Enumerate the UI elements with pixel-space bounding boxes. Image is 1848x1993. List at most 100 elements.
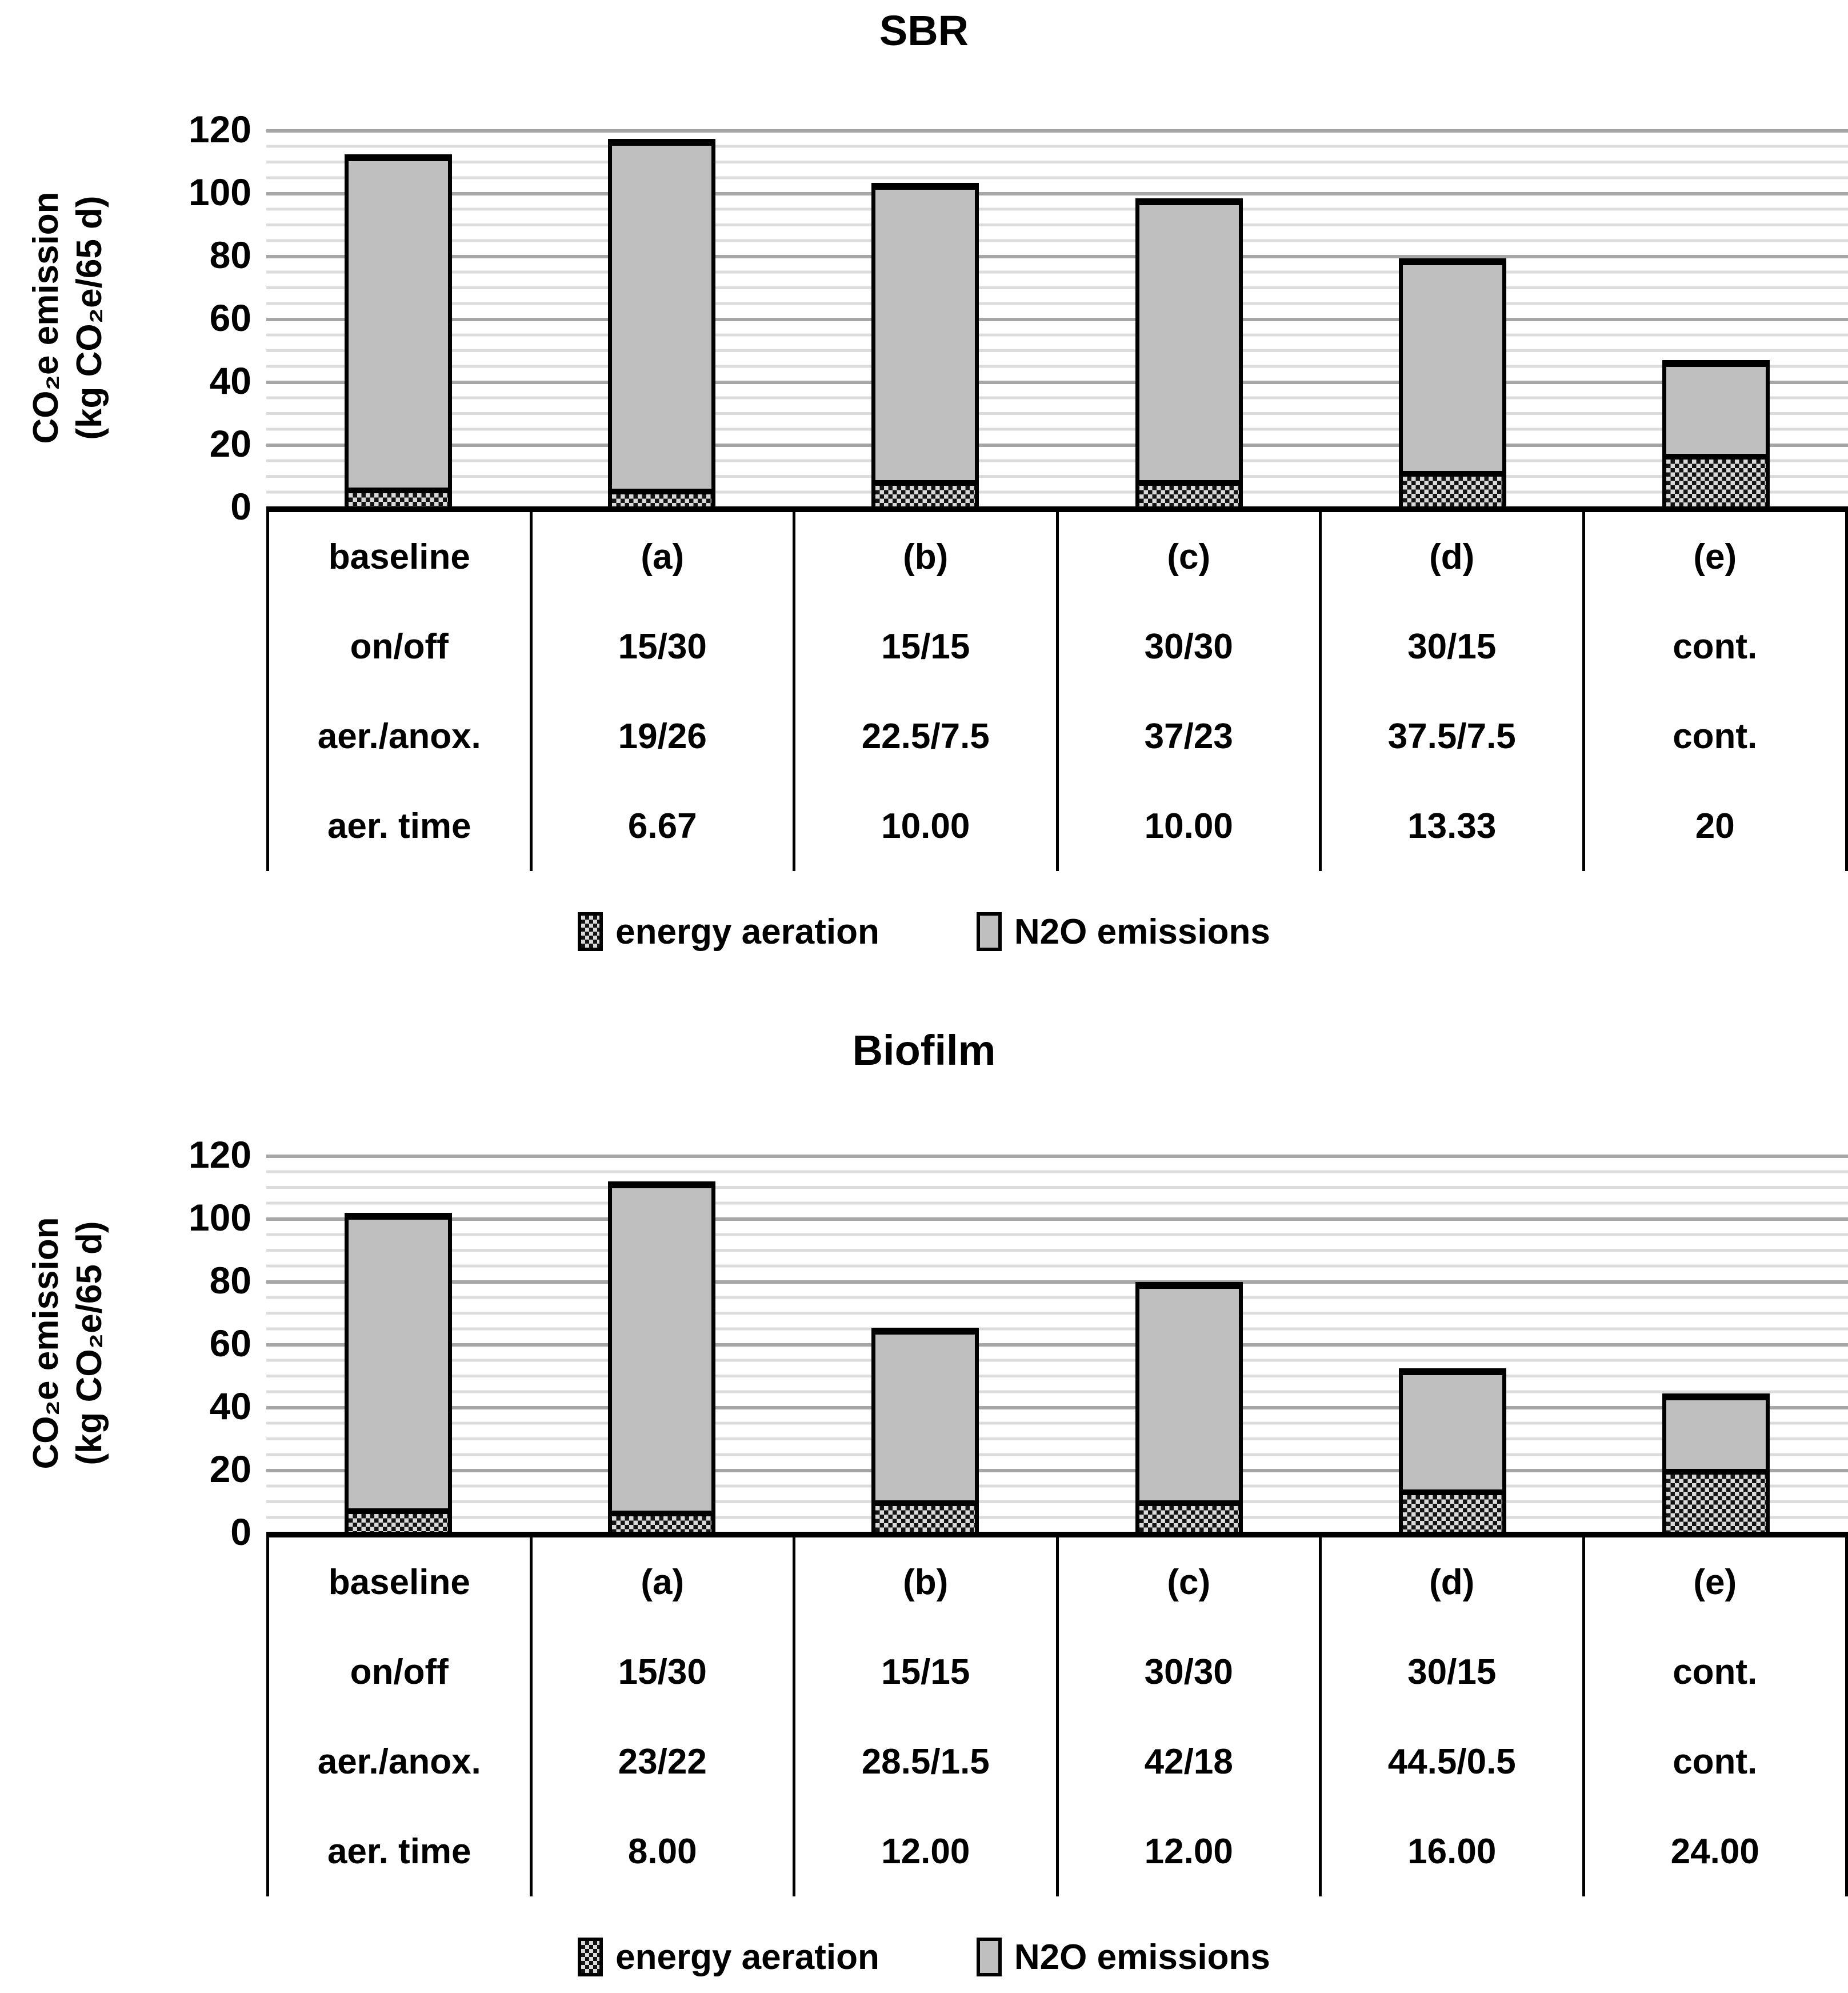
stacked-bar-b <box>871 182 979 506</box>
bar-segment-n2o-emissions <box>344 154 452 488</box>
bar-slot-c <box>1057 129 1321 506</box>
stacked-bar-b <box>871 1327 979 1532</box>
bar-segment-n2o-emissions <box>871 182 979 480</box>
bar-segment-energy-aeration <box>1662 453 1770 506</box>
table-cell: (e) <box>1585 512 1848 602</box>
table-cell: 12.00 <box>1059 1807 1322 1896</box>
table-cell: 15/30 <box>533 1627 795 1717</box>
stacked-bar-baseline <box>344 1212 452 1532</box>
bar-slot-d <box>1321 1155 1584 1532</box>
legend: energy aeration N2O emissions <box>0 1931 1848 1983</box>
chart-sbr: SBR CO₂e emission (kg CO₂e/65 d) 120 100 8… <box>0 6 1848 958</box>
legend: energy aeration N2O emissions <box>0 905 1848 958</box>
bar-segment-energy-aeration <box>1398 471 1506 506</box>
bar-segment-energy-aeration <box>607 489 715 506</box>
legend-item: energy aeration <box>578 912 879 952</box>
table-cell: cont. <box>1585 602 1848 692</box>
table-cell: (e) <box>1585 1537 1848 1627</box>
bar-segment-energy-aeration <box>1398 1489 1506 1532</box>
table-cell: 8.00 <box>533 1807 795 1896</box>
y-axis-label-column: CO₂e emission (kg CO₂e/65 d) <box>0 129 136 506</box>
table-cell: (c) <box>1059 1537 1322 1627</box>
bar-segment-n2o-emissions <box>1398 1368 1506 1490</box>
chart-title: Biofilm <box>852 1027 996 1074</box>
table-cell: 30/30 <box>1059 1627 1322 1717</box>
bar-slot-c <box>1057 1155 1321 1532</box>
bar-segment-energy-aeration <box>1135 480 1243 506</box>
stacked-bar-c <box>1135 198 1243 506</box>
legend-label: N2O emissions <box>1014 1937 1270 1977</box>
table-cell: (d) <box>1322 1537 1585 1627</box>
legend-item: N2O emissions <box>976 1937 1270 1978</box>
y-axis-label-line2: (kg CO₂e/65 d) <box>70 195 109 440</box>
table-cell: (d) <box>1322 512 1585 602</box>
bar-segment-energy-aeration <box>871 1500 979 1532</box>
y-axis-label-line2: (kg CO₂e/65 d) <box>70 1221 109 1465</box>
table-cell: 24.00 <box>1585 1807 1848 1896</box>
bar-segment-n2o-emissions <box>871 1327 979 1500</box>
bar-slot-a <box>530 129 793 506</box>
bar-slot-b <box>794 1155 1057 1532</box>
legend-swatch-n2o-emissions <box>976 1938 1002 1976</box>
table-cell: 23/22 <box>533 1717 795 1807</box>
y-axis-tick-labels: 120 100 80 60 40 20 0 <box>188 108 251 528</box>
table-cell: 30/15 <box>1322 602 1585 692</box>
y-axis-label-line1: CO₂e emission <box>26 1217 66 1469</box>
table-row-header: on/off <box>269 1627 533 1717</box>
stacked-bar-d <box>1398 258 1506 506</box>
table-cell: 37/23 <box>1059 692 1322 781</box>
y-axis-label-column: CO₂e emission (kg CO₂e/65 d) <box>0 1155 136 1532</box>
table-cell: 44.5/0.5 <box>1322 1717 1585 1807</box>
table-row-header: on/off <box>269 602 533 692</box>
table-cell: 22.5/7.5 <box>795 692 1059 781</box>
table-cell: (a) <box>533 512 795 602</box>
bar-segment-energy-aeration <box>607 1511 715 1532</box>
x-axis-data-table: baseline (a) (b) (c) (d) (e) on/off 15/30 15/15 3… <box>266 1537 1848 1896</box>
bar-segment-energy-aeration <box>871 480 979 506</box>
x-axis-table-row: baseline (a) (b) (c) (d) (e) on/off 15/30 15/15 3… <box>0 1537 1848 1896</box>
table-cell: 13.33 <box>1322 781 1585 871</box>
table-cell: 37.5/7.5 <box>1322 692 1585 781</box>
x-axis-data-table: baseline (a) (b) (c) (d) (e) on/off 15/30 15/15 3… <box>266 512 1848 871</box>
bar-slot-a <box>530 1155 793 1532</box>
table-cell: 30/30 <box>1059 602 1322 692</box>
chart-biofilm: Biofilm CO₂e emission (kg CO₂e/65 d) 120… <box>0 1025 1848 1983</box>
bar-segment-n2o-emissions <box>1662 360 1770 454</box>
table-cell: (b) <box>795 512 1059 602</box>
table-cell: 12.00 <box>795 1807 1059 1896</box>
table-row-header: aer./anox. <box>269 1717 533 1807</box>
legend-swatch-energy-aeration <box>578 912 603 951</box>
stacked-bar-a <box>607 138 715 506</box>
bar-segment-n2o-emissions <box>1135 1281 1243 1500</box>
table-cell: 16.00 <box>1322 1807 1585 1896</box>
bar-slot-e <box>1585 1155 1848 1532</box>
legend-item: N2O emissions <box>976 912 1270 952</box>
legend-swatch-n2o-emissions <box>976 912 1002 951</box>
table-cell: 20 <box>1585 781 1848 871</box>
table-cell: 15/15 <box>795 602 1059 692</box>
table-cell: (a) <box>533 1537 795 1627</box>
table-cell: cont. <box>1585 692 1848 781</box>
bar-segment-energy-aeration <box>1662 1469 1770 1532</box>
table-row-header: aer./anox. <box>269 692 533 781</box>
bar-segment-energy-aeration <box>344 1508 452 1532</box>
legend-label: energy aeration <box>615 912 879 952</box>
table-cell: 30/15 <box>1322 1627 1585 1717</box>
table-row-header: baseline <box>269 1537 533 1627</box>
bar-slot-d <box>1321 129 1584 506</box>
x-axis-table-row: baseline (a) (b) (c) (d) (e) on/off 15/30 15/15 3… <box>0 512 1848 871</box>
stacked-bar-a <box>607 1181 715 1532</box>
legend-label: N2O emissions <box>1014 912 1270 952</box>
plot-area <box>266 1155 1848 1537</box>
bar-segment-n2o-emissions <box>607 138 715 489</box>
y-axis-label: CO₂e emission (kg CO₂e/65 d) <box>25 1217 111 1469</box>
table-cell: (c) <box>1059 512 1322 602</box>
bar-slot-baseline <box>266 1155 530 1532</box>
bars-container <box>266 1155 1848 1532</box>
stacked-bar-e <box>1662 1393 1770 1532</box>
y-axis-tick-labels: 120 100 80 60 40 20 0 <box>188 1133 251 1553</box>
table-cell: cont. <box>1585 1627 1848 1717</box>
table-cell: 19/26 <box>533 692 795 781</box>
table-cell: 42/18 <box>1059 1717 1322 1807</box>
